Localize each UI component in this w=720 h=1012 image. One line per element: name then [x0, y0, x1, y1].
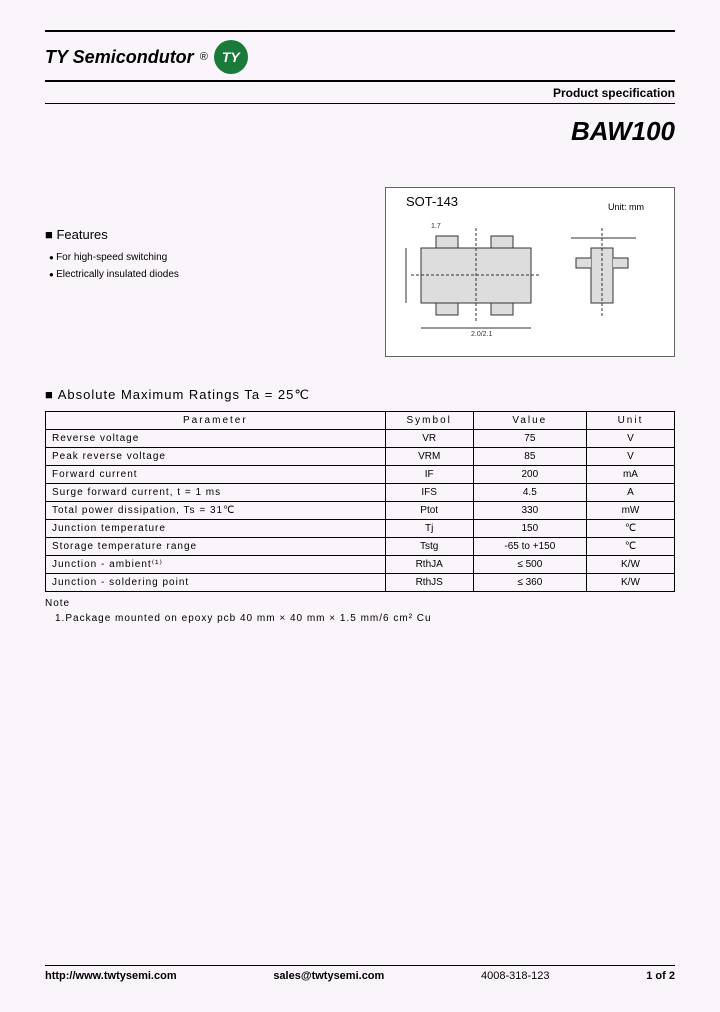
package-drawing: 2.0/2.1 1.7 [396, 218, 666, 348]
cell-symbol: RthJA [385, 556, 473, 574]
part-number: BAW100 [45, 116, 675, 147]
header-rule-mid [45, 80, 675, 82]
package-label: SOT-143 [406, 194, 458, 209]
package-diagram-box: SOT-143 Unit: mm 2.0/2.1 1.7 [385, 187, 675, 357]
cell-unit: ℃ [586, 538, 674, 556]
footer-email: sales@twtysemi.com [273, 970, 384, 982]
ratings-title: Absolute Maximum Ratings Ta = 25℃ [45, 387, 675, 403]
note-text: 1.Package mounted on epoxy pcb 40 mm × 4… [55, 613, 675, 624]
svg-text:2.0/2.1: 2.0/2.1 [471, 331, 493, 338]
table-row: Total power dissipation, Ts = 31℃Ptot330… [46, 502, 675, 520]
cell-symbol: IFS [385, 484, 473, 502]
cell-unit: K/W [586, 574, 674, 592]
cell-symbol: VR [385, 430, 473, 448]
package-unit: Unit: mm [608, 202, 644, 212]
cell-unit: V [586, 448, 674, 466]
col-unit: Unit [586, 412, 674, 430]
cell-symbol: RthJS [385, 574, 473, 592]
cell-param: Surge forward current, t = 1 ms [46, 484, 386, 502]
table-row: Peak reverse voltageVRM85V [46, 448, 675, 466]
cell-param: Total power dissipation, Ts = 31℃ [46, 502, 386, 520]
table-row: Storage temperature rangeTstg-65 to +150… [46, 538, 675, 556]
ratings-table: Parameter Symbol Value Unit Reverse volt… [45, 411, 675, 592]
footer-phone: 4008-318-123 [481, 970, 550, 982]
footer: http://www.twtysemi.com sales@twtysemi.c… [45, 965, 675, 982]
cell-symbol: IF [385, 466, 473, 484]
feature-item: For high-speed switching [49, 252, 365, 263]
features-title: Features [45, 227, 365, 242]
col-parameter: Parameter [46, 412, 386, 430]
product-spec-label: Product specification [45, 86, 675, 104]
cell-value: 150 [473, 520, 586, 538]
cell-value: ≤ 360 [473, 574, 586, 592]
table-row: Surge forward current, t = 1 msIFS4.5A [46, 484, 675, 502]
cell-value: 75 [473, 430, 586, 448]
table-row: Junction temperatureTj150℃ [46, 520, 675, 538]
cell-unit: ℃ [586, 520, 674, 538]
svg-text:1.7: 1.7 [431, 223, 441, 230]
cell-unit: mA [586, 466, 674, 484]
company-logo: TY [214, 40, 248, 74]
cell-param: Peak reverse voltage [46, 448, 386, 466]
table-row: Junction - ambient⁽¹⁾RthJA≤ 500K/W [46, 556, 675, 574]
cell-param: Junction - soldering point [46, 574, 386, 592]
cell-param: Reverse voltage [46, 430, 386, 448]
cell-value: 4.5 [473, 484, 586, 502]
cell-symbol: Tstg [385, 538, 473, 556]
upper-section: Features For high-speed switching Electr… [45, 187, 675, 357]
cell-value: -65 to +150 [473, 538, 586, 556]
cell-value: 330 [473, 502, 586, 520]
cell-param: Junction - ambient⁽¹⁾ [46, 556, 386, 574]
cell-value: ≤ 500 [473, 556, 586, 574]
company-name: TY Semicondutor [45, 47, 194, 68]
cell-symbol: Tj [385, 520, 473, 538]
cell-unit: A [586, 484, 674, 502]
cell-unit: mW [586, 502, 674, 520]
cell-unit: V [586, 430, 674, 448]
table-row: Junction - soldering pointRthJS≤ 360K/W [46, 574, 675, 592]
cell-param: Forward current [46, 466, 386, 484]
table-row: Forward currentIF200mA [46, 466, 675, 484]
footer-page: 1 of 2 [646, 970, 675, 982]
table-row: Reverse voltageVR75V [46, 430, 675, 448]
col-symbol: Symbol [385, 412, 473, 430]
table-header-row: Parameter Symbol Value Unit [46, 412, 675, 430]
company-header: TY Semicondutor ® TY [45, 40, 675, 74]
features-column: Features For high-speed switching Electr… [45, 187, 365, 357]
cell-unit: K/W [586, 556, 674, 574]
cell-param: Junction temperature [46, 520, 386, 538]
feature-item: Electrically insulated diodes [49, 269, 365, 280]
cell-value: 200 [473, 466, 586, 484]
note-label: Note [45, 598, 675, 609]
cell-symbol: VRM [385, 448, 473, 466]
col-value: Value [473, 412, 586, 430]
registered-mark: ® [200, 51, 208, 63]
cell-symbol: Ptot [385, 502, 473, 520]
cell-param: Storage temperature range [46, 538, 386, 556]
cell-value: 85 [473, 448, 586, 466]
footer-url: http://www.twtysemi.com [45, 970, 177, 982]
header-rule-top [45, 30, 675, 32]
